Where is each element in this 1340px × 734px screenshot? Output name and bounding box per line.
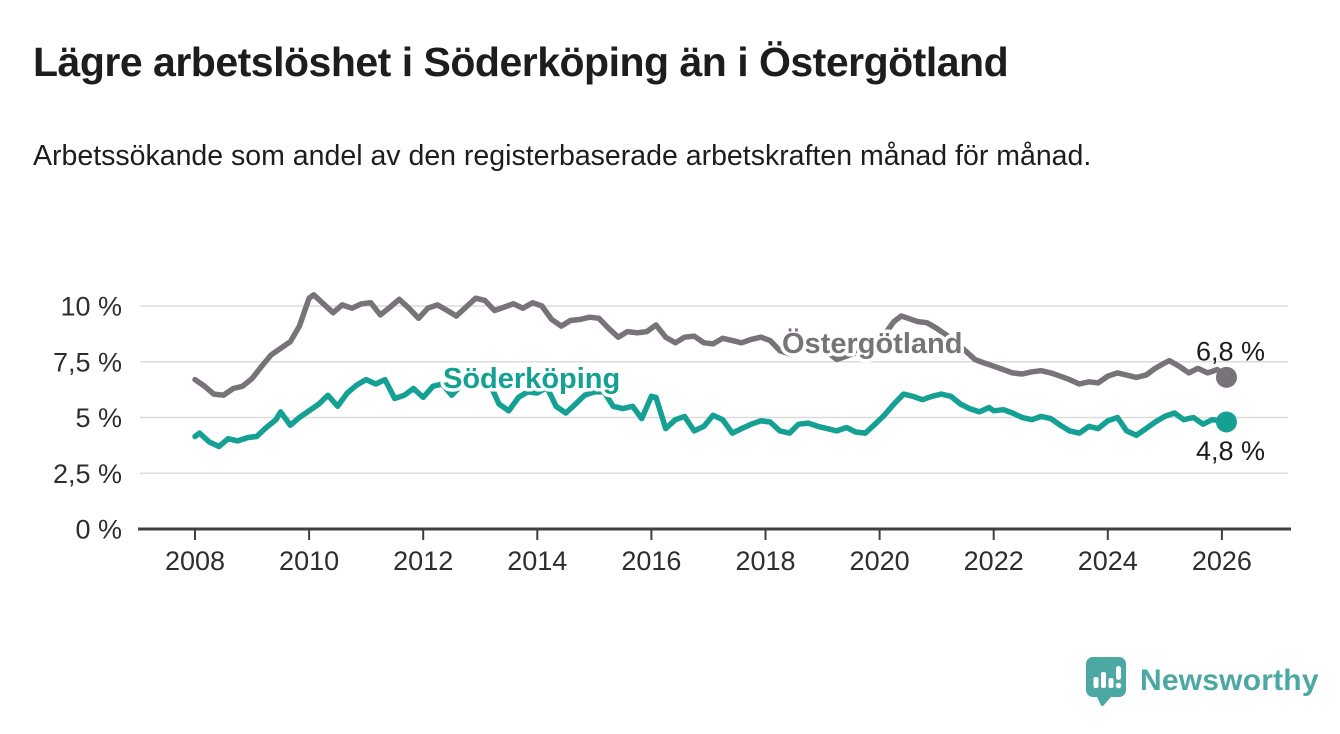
x-tick-label: 2024 [1078, 546, 1138, 576]
series-annotations: Söderköping Östergötland 6,8 % 4,8 % [440, 324, 1266, 466]
end-value-ostergotland: 6,8 % [1196, 336, 1265, 366]
newsworthy-logo-icon [1086, 657, 1126, 706]
page-title: Lägre arbetslöshet i Söderköping än i Ös… [33, 39, 1009, 85]
end-value-soderkoping: 4,8 % [1196, 436, 1265, 466]
newsworthy-brand: Newsworthy [1085, 656, 1319, 706]
x-tick-label: 2016 [621, 546, 681, 576]
series-label-soderkoping: Söderköping [443, 363, 620, 395]
x-axis [138, 527, 1291, 540]
chart-subtitle: Arbetssökande som andel av den registerb… [33, 140, 1092, 172]
y-tick-label: 2,5 % [53, 459, 122, 489]
y-tick-label: 7,5 % [53, 347, 122, 377]
x-tick-label: 2014 [507, 546, 567, 576]
x-tick-label: 2010 [279, 546, 339, 576]
series-end-dot [1215, 411, 1237, 433]
x-tick-label: 2008 [165, 546, 225, 576]
x-tick-label: 2022 [964, 546, 1024, 576]
y-tick-label: 0 % [75, 515, 122, 545]
x-tick-label: 2020 [850, 546, 910, 576]
series-end-dot [1215, 366, 1237, 388]
newsworthy-wordmark: Newsworthy [1140, 664, 1319, 697]
series-line-ostergotland [192, 292, 1230, 398]
gridlines [140, 305, 1288, 474]
y-tick-label: 10 % [60, 292, 122, 322]
x-tick-label: 2012 [393, 546, 453, 576]
x-tick-label: 2018 [735, 546, 795, 576]
line-chart: 10 % 7,5 % 5 % 2,5 % 0 % 2008 2010 2012 2014 2016… [53, 292, 1291, 577]
series-lines [192, 292, 1237, 450]
axis-labels: 10 % 7,5 % 5 % 2,5 % 0 % 2008 2010 2012 2014 2016… [53, 292, 1252, 577]
x-tick-label: 2026 [1192, 546, 1252, 576]
series-label-ostergotland: Östergötland [782, 327, 962, 360]
y-tick-label: 5 % [75, 403, 122, 433]
series-line-soderkoping [192, 374, 1230, 450]
